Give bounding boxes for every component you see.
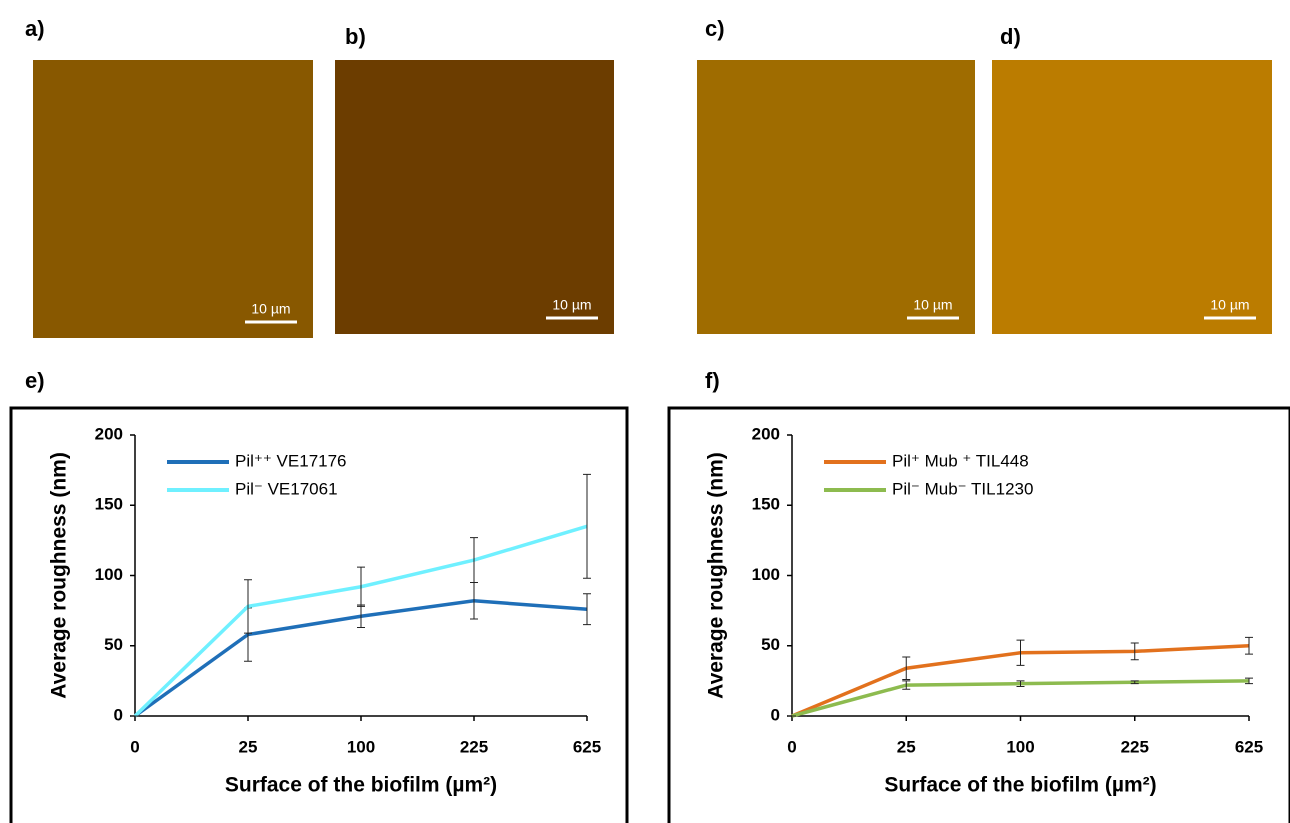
afm-image — [334, 59, 615, 335]
x-tick-label: 625 — [1235, 737, 1263, 756]
y-axis-title: Average roughness (nm) — [48, 452, 71, 699]
error-bar — [1016, 639, 1025, 666]
legend-label: Pil⁻ VE17061 — [235, 479, 338, 498]
panel-label: b) — [345, 24, 366, 49]
error-bar — [357, 566, 365, 607]
error-bar — [1016, 680, 1025, 687]
x-axis-title: Surface of the biofilm (µm²) — [884, 774, 1156, 797]
scale-bar-label: 10 µm — [913, 297, 952, 313]
error-bar — [902, 680, 911, 690]
y-tick-label: 100 — [95, 565, 123, 584]
error-bar — [583, 473, 591, 579]
afm-image — [991, 59, 1273, 335]
panel-label: d) — [1000, 24, 1021, 49]
y-tick-label: 0 — [114, 705, 123, 724]
scale-bar-label: 10 µm — [1210, 297, 1249, 313]
y-axis-title: Average roughness (nm) — [705, 452, 728, 699]
x-tick-label: 225 — [460, 737, 488, 756]
y-tick-label: 150 — [95, 495, 123, 514]
y-tick-label: 150 — [752, 495, 780, 514]
error-bar — [1245, 636, 1253, 655]
error-bar — [1245, 677, 1253, 685]
x-tick-label: 100 — [347, 737, 375, 756]
legend-label: Pil⁺⁺ VE17176 — [235, 451, 347, 470]
y-tick-label: 50 — [104, 635, 123, 654]
x-tick-label: 0 — [787, 737, 796, 756]
error-bar — [583, 593, 591, 626]
error-bar — [1130, 642, 1139, 661]
afm-image — [696, 59, 976, 335]
x-tick-label: 0 — [130, 737, 139, 756]
panel-label: f) — [705, 368, 720, 393]
x-tick-label: 225 — [1121, 737, 1149, 756]
y-tick-label: 100 — [752, 565, 780, 584]
y-tick-label: 200 — [95, 424, 123, 443]
x-tick-label: 25 — [897, 737, 916, 756]
chart-frame — [9, 406, 629, 823]
x-tick-label: 625 — [573, 737, 601, 756]
x-tick-label: 100 — [1006, 737, 1034, 756]
chart-frame — [667, 406, 1290, 823]
legend-label: Pil⁻ Mub⁻ TIL1230 — [892, 479, 1033, 498]
legend-label: Pil⁺ Mub ⁺ TIL448 — [892, 451, 1029, 470]
afm-image — [32, 59, 314, 339]
y-tick-label: 200 — [752, 424, 780, 443]
panel-label: a) — [25, 16, 45, 41]
error-bar — [902, 656, 911, 680]
scale-bar-label: 10 µm — [552, 297, 591, 313]
error-bar — [470, 537, 478, 584]
scale-bar-label: 10 µm — [251, 301, 290, 317]
x-axis-title: Surface of the biofilm (µm²) — [225, 774, 497, 797]
panel-label: e) — [25, 368, 45, 393]
error-bar — [1130, 680, 1139, 685]
error-bar — [244, 579, 252, 634]
y-tick-label: 0 — [771, 705, 780, 724]
panel-label: c) — [705, 16, 725, 41]
y-tick-label: 50 — [761, 635, 780, 654]
x-tick-label: 25 — [239, 737, 258, 756]
